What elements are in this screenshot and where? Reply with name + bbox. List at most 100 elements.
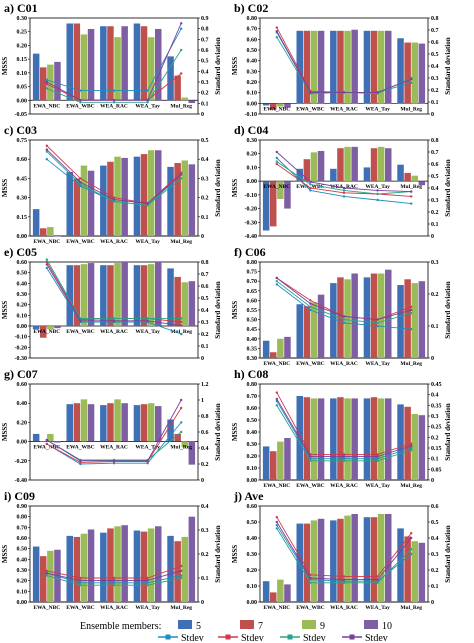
y2-tick-label: 0.6: [201, 48, 209, 54]
bar: [284, 336, 291, 358]
category-label: Mul_Reg: [400, 106, 422, 112]
bar: [404, 172, 411, 182]
stdev-point: [410, 202, 413, 205]
bar: [114, 399, 121, 442]
y-tick-label: 0.05: [17, 85, 28, 91]
chart-panel: i) C090.000.100.200.300.400.500.600.700.…: [1, 489, 222, 611]
bar: [397, 164, 404, 182]
y-tick-label: -0.40: [245, 234, 258, 240]
y-tick-label: -0.30: [245, 220, 258, 226]
category-label: EWA_NBC: [33, 445, 60, 451]
stdev-point: [275, 524, 278, 527]
y-tick-label: 0.40: [247, 59, 258, 65]
bar: [147, 528, 155, 602]
y-axis-label: MSSS: [231, 301, 239, 319]
bar: [377, 273, 385, 358]
bar: [404, 406, 411, 480]
stdev-point: [275, 391, 278, 394]
category-label: EWA_NBC: [33, 329, 60, 335]
stdev-point: [180, 576, 183, 580]
category-label: Mul_Reg: [400, 605, 422, 611]
y2-tick-label: 0.4: [431, 186, 439, 192]
bar: [404, 536, 411, 602]
y-tick-label: 0.80: [247, 260, 258, 266]
y2-tick-label: 0.7: [201, 272, 209, 278]
y2-tick-label: 0.05: [431, 467, 442, 473]
y-tick-label: 0.70: [247, 27, 258, 33]
y2-tick-label: 0.7: [431, 150, 439, 156]
y-tick-label: 0.50: [247, 520, 258, 526]
category-label: EWA_NBC: [263, 483, 290, 489]
legend-bar-label: 5: [196, 621, 201, 632]
stdev-point: [180, 564, 183, 568]
bar: [363, 30, 371, 104]
bar: [317, 518, 325, 602]
y-tick-label: 0.30: [247, 356, 258, 362]
y2-tick-label: 0.35: [431, 403, 442, 409]
stdev-point: [79, 576, 82, 580]
y2-tick-label: 0.2: [201, 462, 209, 468]
bar: [107, 26, 114, 101]
y2-tick-label: 0.4: [431, 536, 439, 542]
y-tick-label: 0.25: [17, 30, 28, 36]
bar: [47, 433, 54, 442]
y2-tick-label: 0.3: [431, 552, 439, 558]
y2-tick-label: 0.1: [431, 100, 439, 106]
y-tick-label: -0.10: [15, 335, 28, 341]
bar: [351, 514, 358, 602]
category-label: EWA_NBC: [263, 361, 290, 367]
bar: [107, 528, 114, 602]
stdev-point: [146, 101, 149, 104]
stdev-point: [309, 573, 312, 576]
stdev-point: [376, 321, 379, 324]
stdev-point: [275, 397, 278, 401]
stdev-point: [180, 398, 183, 402]
y2-tick-label: 0.45: [431, 382, 442, 388]
y2-tick-label: 0.8: [431, 138, 439, 144]
bar: [337, 30, 344, 104]
stdev-point: [146, 581, 149, 584]
stdev-point: [180, 72, 183, 75]
y2-tick-label: 0: [431, 600, 434, 606]
bar: [317, 398, 325, 480]
stdev-point: [410, 78, 413, 81]
bar: [270, 103, 277, 110]
bar: [310, 302, 318, 358]
bar: [337, 518, 344, 602]
y2-tick-label: 0.4: [201, 157, 209, 163]
bar: [370, 273, 378, 358]
bar: [133, 530, 141, 602]
stdev-point: [309, 299, 312, 302]
bar: [140, 154, 148, 236]
y2-axis-label: Standard deviation: [214, 37, 222, 94]
bar: [370, 397, 378, 480]
y2-tick-label: 0.2: [431, 210, 439, 216]
y-tick-label: -0.30: [15, 356, 28, 362]
bar: [47, 64, 54, 101]
y-tick-label: 0.00: [247, 101, 258, 107]
bar: [32, 209, 40, 236]
bar: [114, 526, 121, 602]
panels: a) C01-0.050.000.050.100.150.200.250.300…: [1, 1, 452, 611]
category-label: WEA_Tay: [135, 329, 160, 335]
bar: [418, 281, 426, 358]
y-tick-label: 0.10: [247, 466, 258, 472]
panel-title: b) C02: [234, 1, 268, 15]
stdev-point: [45, 80, 48, 84]
stdev-point: [45, 87, 48, 90]
bar: [188, 281, 196, 326]
category-label: WEA_RAC: [100, 103, 128, 109]
y2-tick-label: 0.2: [201, 91, 209, 97]
panel-title: i) C09: [4, 489, 35, 503]
stdev-point: [79, 579, 82, 582]
bar: [121, 403, 128, 442]
legend-line-label: Stdev: [241, 633, 264, 643]
bar: [147, 403, 155, 442]
bar: [317, 30, 325, 104]
y2-tick-label: 0.2: [431, 568, 439, 574]
y-tick-label: 0.50: [247, 48, 258, 54]
y2-tick-label: 0.3: [201, 80, 209, 86]
panel-title: c) C03: [4, 123, 37, 137]
panel-title: g) C07: [4, 367, 38, 381]
stdev-point: [342, 318, 346, 321]
